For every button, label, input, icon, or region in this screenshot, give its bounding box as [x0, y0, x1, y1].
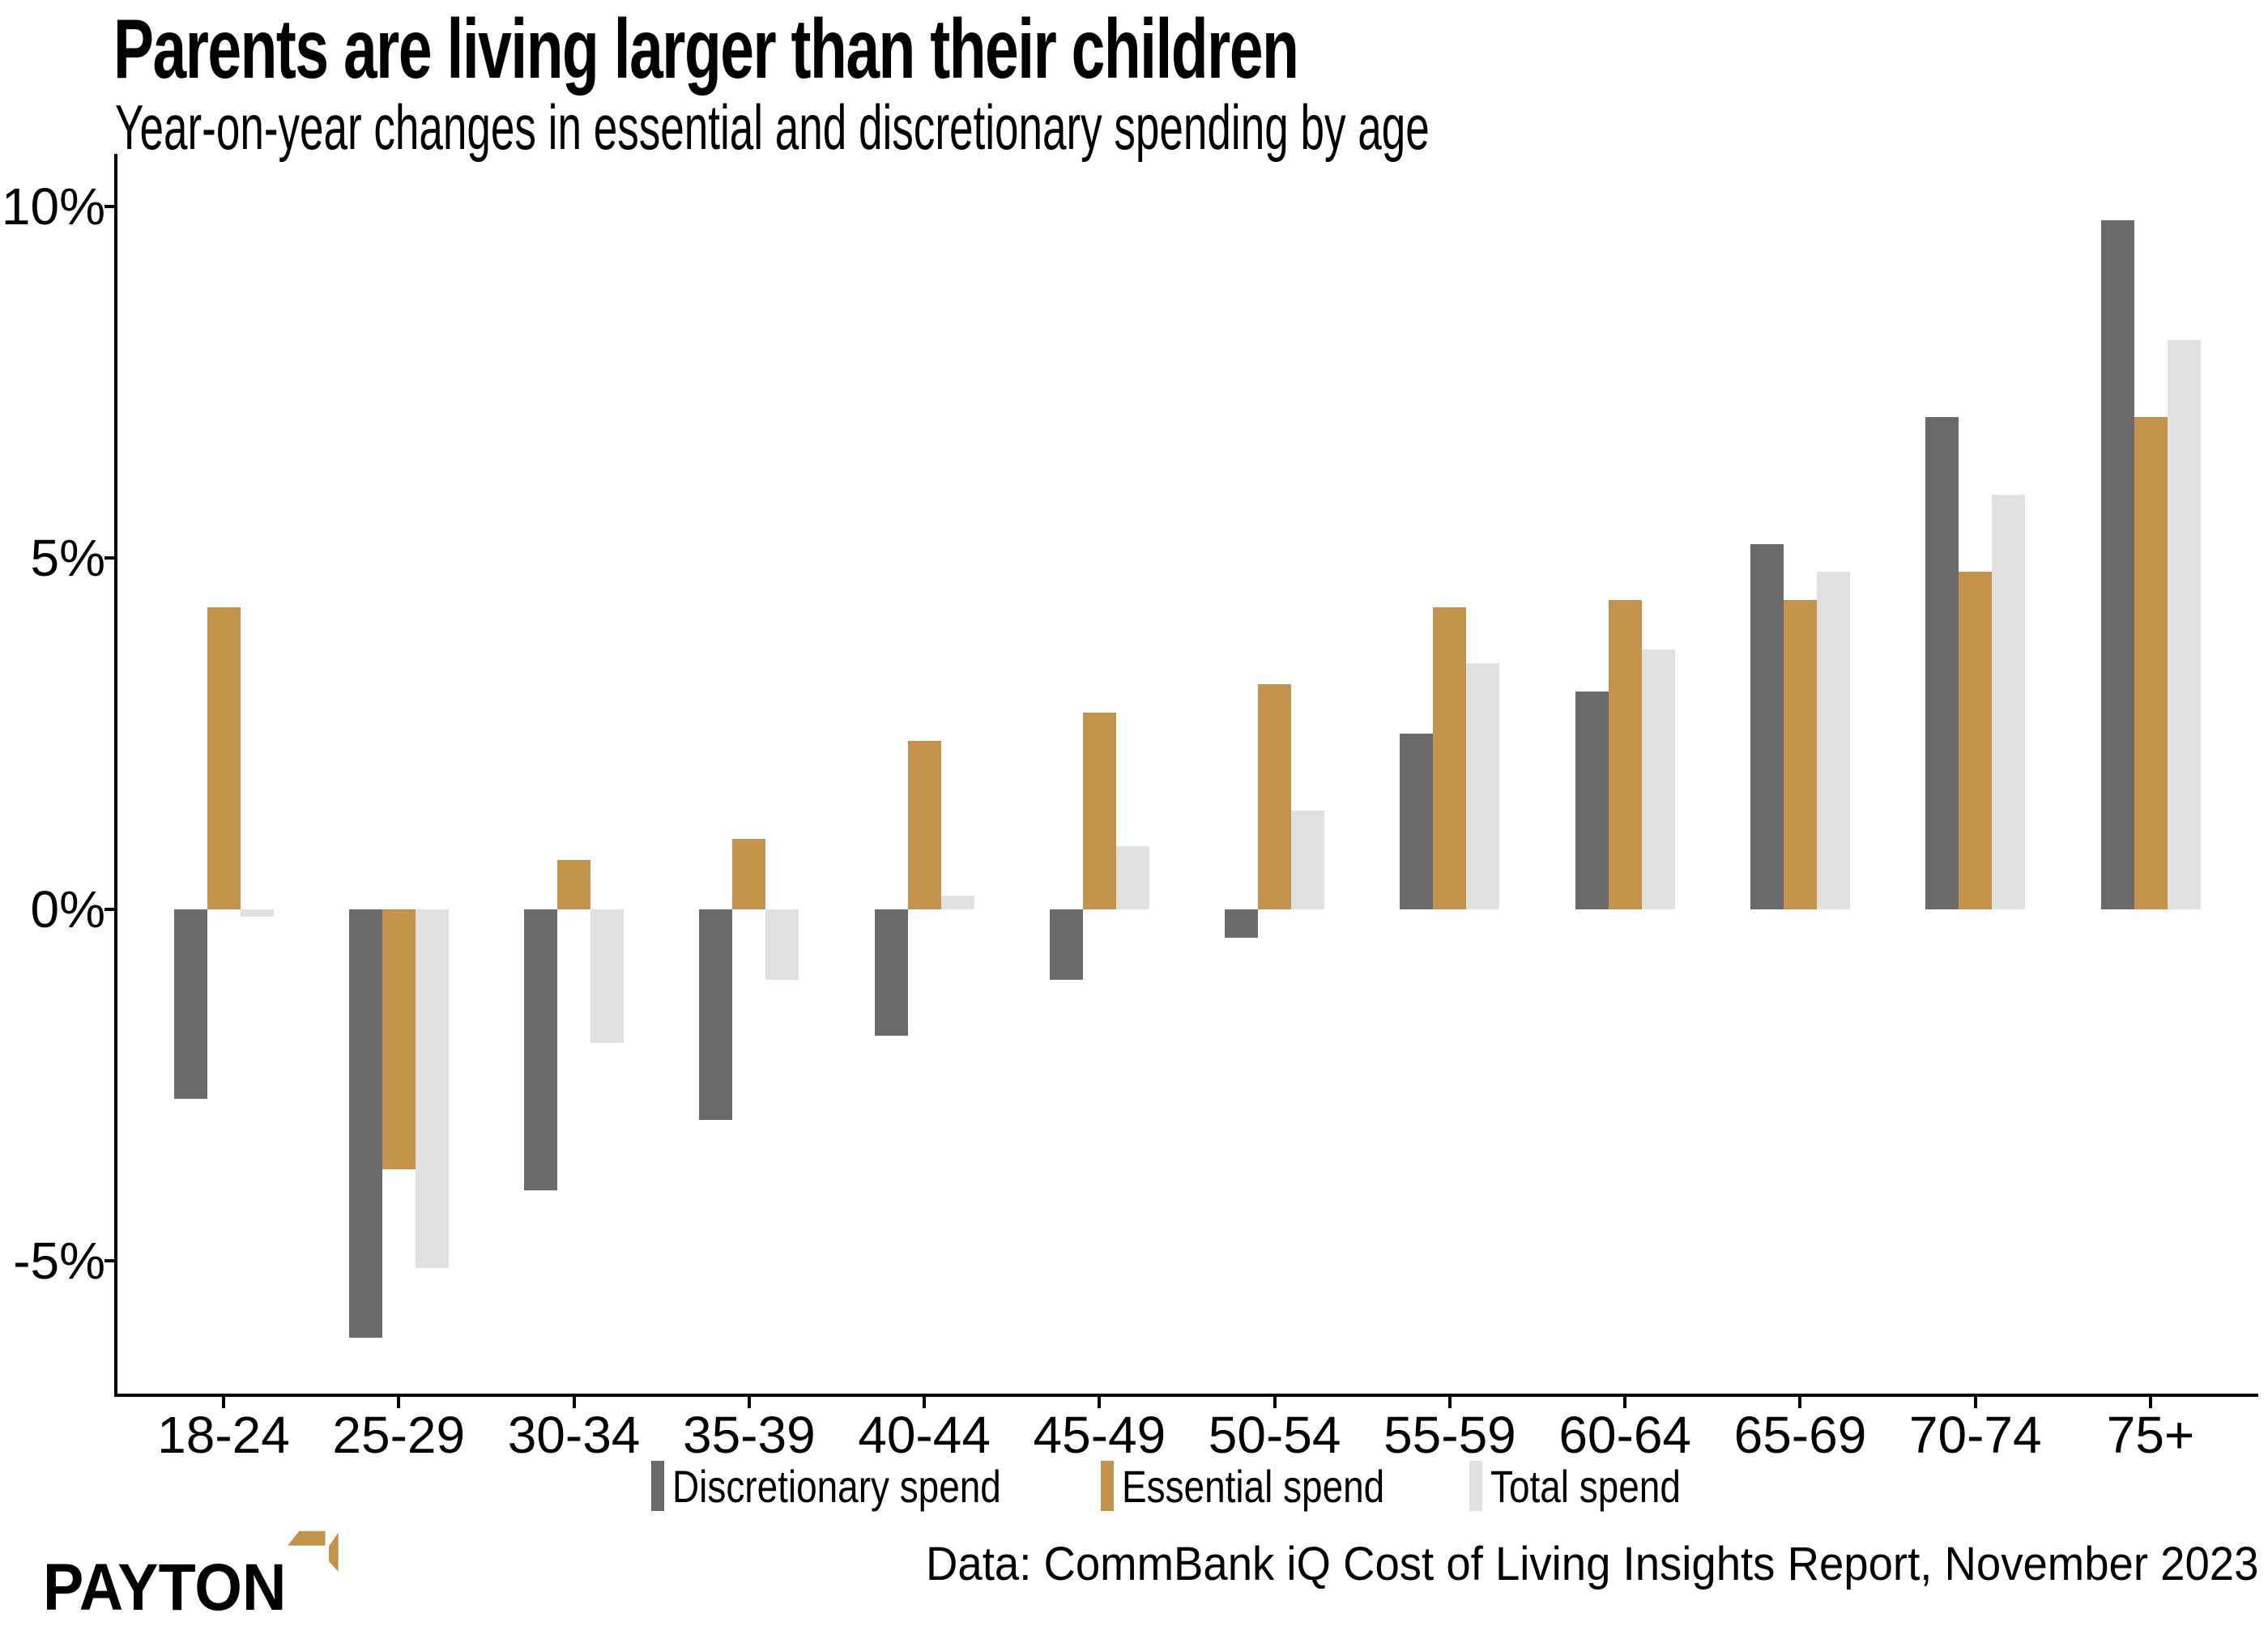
x-tick-mark	[1798, 1397, 1802, 1408]
x-tick-label: 25-29	[332, 1406, 466, 1464]
x-axis	[114, 1394, 2258, 1397]
bar	[207, 607, 241, 909]
bar	[1291, 811, 1325, 909]
legend-label: Total spend	[1490, 1460, 1682, 1512]
bar	[1992, 494, 2026, 909]
bar	[1225, 909, 1259, 938]
source-note: Data: CommBank iQ Cost of Living Insight…	[925, 1538, 2258, 1590]
x-tick-mark	[2149, 1397, 2152, 1408]
x-tick-mark	[1098, 1397, 1102, 1408]
legend-item: Discretionary spend	[651, 1460, 1073, 1513]
bar	[348, 909, 382, 1339]
x-tick-label: 45-49	[1033, 1406, 1166, 1464]
x-tick-mark	[747, 1397, 751, 1408]
bar	[874, 909, 908, 1036]
x-tick-label: 18-24	[157, 1406, 290, 1464]
x-tick-mark	[572, 1397, 576, 1408]
bar	[590, 909, 625, 1043]
bar	[1466, 663, 1500, 909]
x-tick-mark	[1623, 1397, 1627, 1408]
bar	[2167, 339, 2201, 909]
bar	[557, 860, 591, 909]
logo-arrow-icon	[288, 1530, 339, 1572]
bar	[1925, 417, 1959, 909]
bar	[907, 740, 941, 909]
bar	[1082, 712, 1116, 909]
bar	[1575, 691, 1609, 909]
bar	[2100, 220, 2134, 909]
chart-title: Parents are living larger than their chi…	[113, 2, 1299, 96]
x-tick-mark	[1273, 1397, 1277, 1408]
bar	[240, 909, 274, 917]
y-tick-mark	[104, 1259, 116, 1262]
x-tick-label: 75+	[2106, 1406, 2195, 1464]
bar	[1608, 600, 1642, 909]
x-tick-label: 60-64	[1558, 1406, 1692, 1464]
bar	[1641, 649, 1675, 909]
x-tick-label: 65-69	[1733, 1406, 1867, 1464]
bar	[1258, 684, 1292, 909]
legend-swatch	[651, 1461, 665, 1511]
y-tick-label: 10%	[1, 177, 105, 236]
legend-label: Discretionary spend	[672, 1460, 1001, 1512]
y-tick-label: -5%	[13, 1232, 105, 1290]
bar	[940, 895, 974, 909]
y-axis	[114, 154, 117, 1395]
bar	[173, 909, 207, 1100]
bar	[732, 839, 766, 909]
x-tick-label: 35-39	[682, 1406, 816, 1464]
bar	[1115, 845, 1149, 909]
bar	[699, 909, 733, 1121]
legend-label: Essential spend	[1122, 1460, 1385, 1512]
y-tick-mark	[104, 556, 116, 560]
bar	[1400, 734, 1434, 909]
legend-item: Essential spend	[1101, 1460, 1442, 1513]
legend-swatch	[1469, 1461, 1483, 1511]
y-tick-label: 5%	[30, 529, 106, 587]
bar	[1049, 909, 1083, 980]
bar	[1433, 607, 1467, 909]
bar	[524, 909, 558, 1191]
bar	[415, 909, 449, 1268]
legend: Discretionary spend Essential spend Total …	[116, 1458, 2258, 1514]
bar	[1959, 572, 1993, 909]
y-tick-mark	[104, 908, 116, 911]
x-tick-mark	[1447, 1397, 1452, 1408]
y-tick-mark	[104, 205, 116, 208]
x-tick-label: 50-54	[1208, 1406, 1341, 1464]
x-tick-mark	[1973, 1397, 1977, 1408]
x-tick-mark	[222, 1397, 225, 1408]
chart-subtitle: Year-on-year changes in essential and di…	[115, 92, 1430, 163]
bar	[1783, 600, 1817, 909]
y-tick-label: 0%	[30, 880, 106, 939]
x-tick-mark	[397, 1397, 401, 1408]
legend-item: Total spend	[1469, 1460, 1722, 1513]
bar	[1750, 543, 1784, 909]
x-tick-label: 70-74	[1908, 1406, 2042, 1464]
logo-text: PAYTON	[43, 1551, 287, 1624]
logo: PAYTON	[43, 1522, 351, 1624]
bar	[2134, 417, 2168, 909]
bar	[765, 909, 799, 980]
bar	[1816, 572, 1850, 909]
bar	[382, 909, 416, 1170]
x-tick-mark	[923, 1397, 927, 1408]
legend-swatch	[1101, 1461, 1115, 1511]
x-tick-label: 30-34	[507, 1406, 641, 1464]
x-tick-label: 55-59	[1383, 1406, 1516, 1464]
x-tick-label: 40-44	[858, 1406, 991, 1464]
